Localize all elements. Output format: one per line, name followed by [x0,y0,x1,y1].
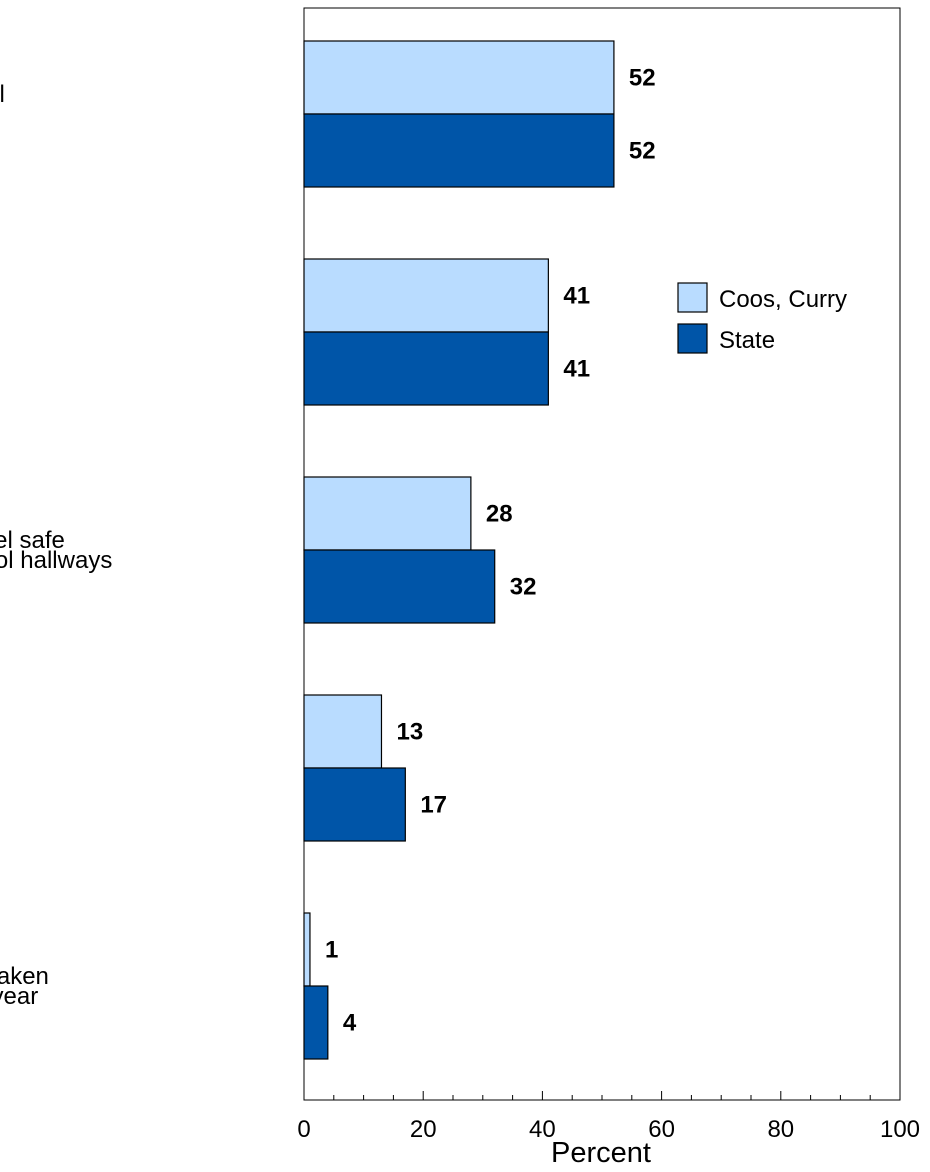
x-tick-label-80: 80 [767,1116,794,1143]
category-label-0: Harassed at school or on the way to scho… [0,81,5,148]
legend-swatch-state [677,323,708,354]
legend-label-coos-curry: Coos, Curry [719,286,847,313]
x-axis-title: Percent [551,1137,651,1169]
category-label-line: by force in past year [0,983,38,1010]
x-tick-label-100: 100 [880,1116,920,1143]
value-label-coos-curry-2: 28 [486,501,513,528]
bar-coos-curry-4 [303,912,311,987]
value-label-coos-curry-0: 52 [629,65,656,92]
bar-coos-curry-2 [303,476,472,551]
bar-coos-curry-0 [303,40,615,115]
category-label-line: Harassed at school [0,81,5,108]
bar-coos-curry-1 [303,258,549,333]
bar-state-1 [303,331,549,406]
value-label-coos-curry-1: 41 [563,283,590,310]
x-tick-label-60: 60 [648,1116,675,1143]
legend-label-state: State [719,327,775,354]
value-label-coos-curry-4: 1 [325,937,338,964]
bar-state-2 [303,549,496,624]
value-labels-group: 52 52 41 41 28 32 13 17 1 4 [325,65,656,1037]
category-label-2: Don't feel safe in school hallways [0,527,112,574]
x-tick-label-0: 0 [297,1116,310,1143]
bar-state-0 [303,113,615,188]
bar-coos-curry-3 [303,694,383,769]
category-label-4: Had something takenby force in past year [0,963,49,1010]
legend: Coos, Curry State [677,282,847,354]
category-label-line: in school hallways [0,547,112,574]
value-label-coos-curry-3: 13 [396,719,423,746]
bar-state-3 [303,767,406,842]
legend-swatch-coos-curry [677,282,708,313]
value-label-state-2: 32 [510,574,537,601]
value-label-state-0: 52 [629,138,656,165]
x-axis-ticks: 0 20 40 60 80 100 [297,1091,920,1143]
bars-group [303,40,615,1060]
category-label-line: Don't feel safe [0,527,65,554]
category-label-line: Had something taken [0,963,49,990]
category-labels-group: Harassed at school or on the way to scho… [0,81,112,1010]
x-tick-label-20: 20 [410,1116,437,1143]
value-label-state-1: 41 [563,356,590,383]
bar-state-4 [303,985,329,1060]
value-label-state-4: 4 [343,1010,357,1037]
x-tick-label-40: 40 [529,1116,556,1143]
value-label-state-3: 17 [420,792,447,819]
